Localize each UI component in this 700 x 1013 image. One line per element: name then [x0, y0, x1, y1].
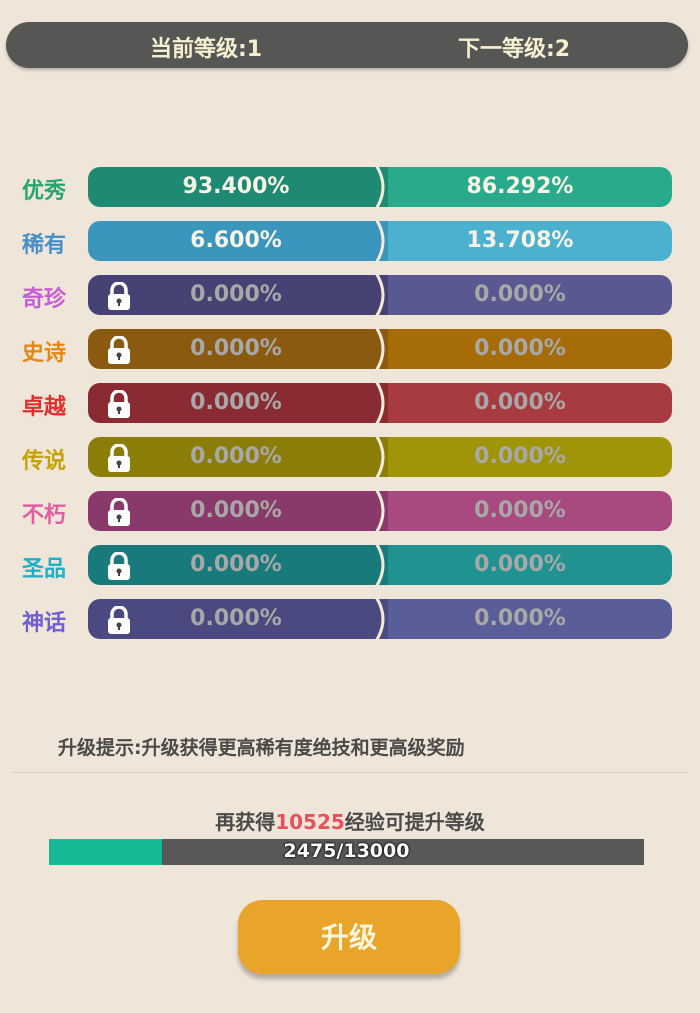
rarity-row: 圣品 0.000% 0.000%: [0, 545, 700, 587]
next-rate: 0.000%: [474, 606, 566, 631]
current-rate-segment: [88, 491, 388, 531]
current-rate-segment: [88, 545, 388, 585]
divider: [12, 772, 688, 773]
rarity-name: 史诗: [22, 341, 67, 366]
current-rate: 0.000%: [190, 390, 282, 415]
lock-icon: [106, 497, 132, 526]
next-rate: 13.708%: [466, 228, 574, 253]
current-rate-segment: [88, 275, 388, 315]
rarity-row: 不朽 0.000% 0.000%: [0, 491, 700, 533]
rarity-name: 圣品: [22, 557, 67, 582]
current-rate: 0.000%: [190, 282, 282, 307]
current-rate: 93.400%: [182, 174, 290, 199]
current-rate: 0.000%: [190, 444, 282, 469]
next-rate-segment: [388, 275, 672, 315]
rarity-bar: 0.000% 0.000%: [88, 491, 672, 531]
next-rate: 0.000%: [474, 390, 566, 415]
exp-progress-text: 2475/13000: [283, 840, 410, 862]
rarity-row: 优秀 93.400% 86.292%: [0, 167, 700, 209]
chevron-separator-icon: [368, 383, 385, 423]
lock-icon: [106, 443, 132, 472]
next-rate-segment: [388, 221, 672, 261]
chevron-separator-icon: [368, 275, 385, 315]
upgrade-hint: 升级提示:升级获得更高稀有度绝技和更高级奖励: [58, 737, 465, 759]
rarity-bar: 93.400% 86.292%: [88, 167, 672, 207]
rarity-row: 卓越 0.000% 0.000%: [0, 383, 700, 425]
exp-suffix: 经验可提升等级: [344, 810, 485, 834]
lock-icon: [106, 605, 132, 634]
chevron-separator-icon: [368, 545, 385, 585]
current-rate: 0.000%: [190, 336, 282, 361]
exp-needed-value: 10525: [275, 810, 345, 834]
upgrade-button-label: 升级: [320, 922, 377, 953]
rarity-row: 奇珍 0.000% 0.000%: [0, 275, 700, 317]
rarity-row: 传说 0.000% 0.000%: [0, 437, 700, 479]
exp-progress-bar: 2475/13000: [49, 839, 644, 865]
next-rate-segment: [388, 437, 672, 477]
rarity-bar: 0.000% 0.000%: [88, 383, 672, 423]
chevron-separator-icon: [368, 491, 385, 531]
next-rate: 0.000%: [474, 552, 566, 577]
current-rate-segment: [88, 437, 388, 477]
chevron-separator-icon: [368, 167, 385, 207]
current-rate-segment: [88, 599, 388, 639]
chevron-separator-icon: [368, 221, 385, 261]
rarity-row: 神话 0.000% 0.000%: [0, 599, 700, 641]
next-rate: 0.000%: [474, 444, 566, 469]
chevron-separator-icon: [368, 599, 385, 639]
lock-icon: [106, 389, 132, 418]
lock-icon: [106, 551, 132, 580]
lock-icon: [106, 335, 132, 364]
current-rate: 6.600%: [190, 228, 282, 253]
rarity-name: 奇珍: [22, 287, 67, 312]
level-header: 当前等级:1 下一等级:2: [6, 22, 688, 68]
next-rate-segment: [388, 545, 672, 585]
rarity-name: 优秀: [22, 179, 67, 204]
rarity-row: 稀有 6.600% 13.708%: [0, 221, 700, 263]
next-rate: 0.000%: [474, 336, 566, 361]
next-rate-segment: [388, 383, 672, 423]
next-rate: 0.000%: [474, 498, 566, 523]
lock-icon: [106, 281, 132, 310]
current-rate-segment: [88, 221, 388, 261]
chevron-separator-icon: [368, 329, 385, 369]
rarity-row: 史诗 0.000% 0.000%: [0, 329, 700, 371]
next-rate-segment: [388, 167, 672, 207]
current-rate-segment: [88, 167, 388, 207]
rarity-name: 卓越: [22, 395, 67, 420]
next-rate: 86.292%: [466, 174, 574, 199]
next-rate-segment: [388, 491, 672, 531]
rarity-bar: 0.000% 0.000%: [88, 545, 672, 585]
chevron-separator-icon: [368, 437, 385, 477]
exp-prefix: 再获得: [215, 810, 276, 834]
current-rate: 0.000%: [190, 552, 282, 577]
rarity-bar: 0.000% 0.000%: [88, 275, 672, 315]
current-rate: 0.000%: [190, 606, 282, 631]
rarity-name: 神话: [22, 611, 67, 636]
current-rate-segment: [88, 329, 388, 369]
next-rate-segment: [388, 329, 672, 369]
rarity-bar: 6.600% 13.708%: [88, 221, 672, 261]
rarity-bar: 0.000% 0.000%: [88, 437, 672, 477]
next-rate: 0.000%: [474, 282, 566, 307]
rarity-name: 传说: [22, 449, 67, 474]
rarity-name: 稀有: [22, 233, 67, 258]
rarity-bar: 0.000% 0.000%: [88, 599, 672, 639]
current-rate-segment: [88, 383, 388, 423]
current-level: 当前等级:1: [150, 37, 263, 62]
next-level: 下一等级:2: [458, 37, 571, 62]
exp-progress-fill: [49, 839, 163, 865]
rarity-name: 不朽: [22, 503, 67, 528]
current-rate: 0.000%: [190, 498, 282, 523]
next-rate-segment: [388, 599, 672, 639]
rarity-bar: 0.000% 0.000%: [88, 329, 672, 369]
exp-needed-text: 再获得10525经验可提升等级: [0, 806, 700, 835]
upgrade-button[interactable]: 升级: [238, 900, 460, 974]
